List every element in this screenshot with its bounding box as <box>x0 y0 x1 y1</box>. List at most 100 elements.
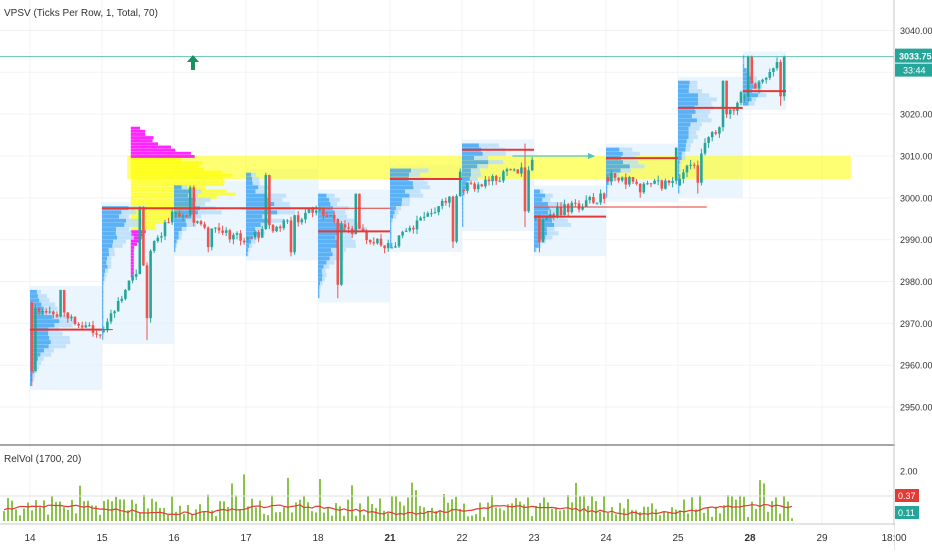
time-tick-label: 18:00 <box>881 533 906 544</box>
time-tick-label: 15 <box>96 533 108 544</box>
profile-row-down <box>181 185 188 190</box>
profile-row-down <box>113 239 127 244</box>
candle-body <box>422 216 426 218</box>
profile-row-down <box>679 189 680 194</box>
candle-body <box>228 230 232 240</box>
candle-body <box>530 159 534 171</box>
profile-row-up <box>390 227 392 232</box>
profile-row-up <box>30 373 33 378</box>
profile-row-up <box>678 126 689 131</box>
profile-row-down <box>409 193 424 198</box>
candle-body <box>242 240 246 243</box>
profile-row-down <box>115 231 132 236</box>
candle-body <box>588 196 592 201</box>
profile-row-down <box>186 222 197 227</box>
candle-body <box>145 265 149 319</box>
profile-row-down <box>681 151 686 156</box>
candle-body <box>656 180 660 182</box>
profile-row-up <box>174 248 176 253</box>
candle-body <box>574 202 577 204</box>
profile-row-down <box>32 377 35 382</box>
candle-body <box>718 127 721 134</box>
profile-row-up <box>246 181 253 186</box>
profile-row-down <box>697 97 717 102</box>
candle-body <box>397 235 401 247</box>
candle-body <box>44 311 48 313</box>
profile-row-down <box>44 310 54 315</box>
profile-row-down <box>463 218 464 223</box>
candle-body <box>178 212 181 217</box>
profile-row-up <box>246 214 263 219</box>
profile-row-up <box>742 59 744 64</box>
candle-body <box>599 193 602 203</box>
profile-row-down <box>412 181 428 186</box>
time-axis[interactable] <box>0 525 894 550</box>
candle-body <box>678 178 682 186</box>
candle-body <box>462 189 466 191</box>
profile-row-up <box>102 315 104 319</box>
candle-body <box>455 195 458 242</box>
composite-profile-row <box>130 136 154 140</box>
candle-body <box>556 206 559 216</box>
candle-body <box>224 230 228 233</box>
profile-row-down <box>463 189 466 194</box>
profile-row-up <box>102 281 104 286</box>
profile-row-down <box>698 101 712 106</box>
candle-body <box>62 289 66 313</box>
profile-row-down <box>390 239 392 244</box>
profile-row-up <box>390 202 402 207</box>
profile-row-down <box>323 264 330 269</box>
profile-row-down <box>268 197 283 202</box>
candle-body <box>372 242 376 244</box>
time-tick-label: 22 <box>456 533 468 544</box>
profile-row-up <box>246 218 270 223</box>
candle-body <box>142 207 145 266</box>
profile-row-down <box>689 80 698 85</box>
candle-body <box>163 222 167 237</box>
candle-body <box>156 237 160 242</box>
candle-body <box>437 206 440 213</box>
candle-body <box>120 298 124 302</box>
candle-body <box>552 214 556 216</box>
price-axis[interactable] <box>895 0 932 550</box>
profile-row-down <box>547 231 559 236</box>
profile-row-up <box>174 222 187 227</box>
time-tick-label: 14 <box>24 533 36 544</box>
profile-row-up <box>102 222 125 227</box>
composite-profile-row <box>130 217 171 221</box>
profile-row-down <box>116 227 130 232</box>
profile-row-up <box>246 189 256 194</box>
vpsv-indicator-label[interactable]: VPSV (Ticks Per Row, 1, Total, 70) <box>4 8 158 19</box>
extension-arrowhead <box>588 153 596 159</box>
candle-body <box>376 238 379 244</box>
profile-row-up <box>534 210 549 215</box>
relvol-bars <box>3 474 793 521</box>
candle-body <box>332 214 336 219</box>
candle-body <box>257 232 260 238</box>
candle-body <box>617 177 620 181</box>
relvol-indicator-label[interactable]: RelVol (1700, 20) <box>4 454 81 465</box>
candle-body <box>649 183 653 185</box>
composite-profile-row <box>130 132 146 136</box>
candle-body <box>95 333 98 335</box>
profile-row-up <box>606 151 623 156</box>
candle-body <box>278 226 282 229</box>
profile-row-up <box>102 239 114 244</box>
candle-body <box>131 276 134 281</box>
profile-row-down <box>611 176 617 181</box>
composite-profile-row <box>130 154 195 158</box>
profile-row-up <box>462 222 464 227</box>
profile-row-down <box>678 185 680 190</box>
candle-body <box>635 181 638 184</box>
profile-row-down <box>102 319 104 324</box>
profile-row-up <box>390 243 392 248</box>
composite-profile-row <box>130 183 224 187</box>
composite-profile-row <box>130 267 134 271</box>
profile-row-up <box>318 252 333 257</box>
profile-row-up <box>246 172 252 177</box>
candle-body <box>336 218 340 285</box>
profile-row-up <box>30 319 60 324</box>
time-tick-label: 23 <box>528 533 540 544</box>
